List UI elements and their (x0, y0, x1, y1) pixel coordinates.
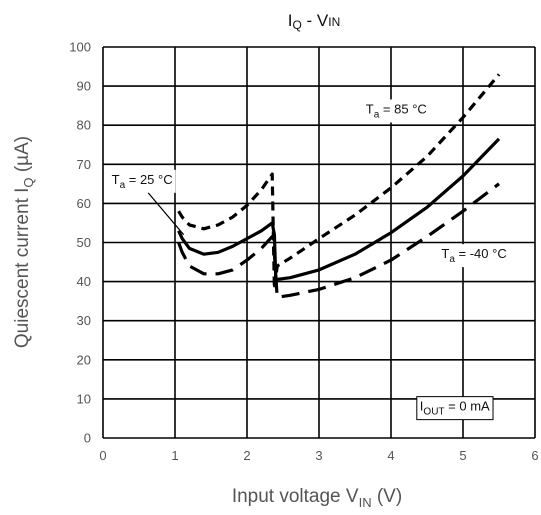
annotation-bg (438, 244, 510, 268)
y-axis-title: Quiescent current IQ (µA) (12, 136, 36, 348)
series-line-short-dash (177, 73, 501, 291)
y-tick-label: 50 (77, 235, 91, 250)
x-tick-label: 5 (459, 448, 466, 463)
x-axis-title: Input voltage VIN (V) (232, 486, 402, 510)
annotation-bg (108, 169, 176, 193)
annotation-box (416, 396, 494, 421)
y-tick-label: 60 (77, 196, 91, 211)
y-tick-label: 0 (84, 431, 91, 446)
y-tick-label: 30 (77, 313, 91, 328)
y-tick-label: 70 (77, 157, 91, 172)
annotation-label: IOUT = 0 mA (420, 399, 490, 418)
x-tick-label: 3 (315, 448, 322, 463)
y-tick-label: 10 (77, 391, 91, 406)
y-tick-label: 80 (77, 118, 91, 133)
x-tick-label: 4 (387, 448, 394, 463)
y-tick-label: 20 (77, 352, 91, 367)
y-tick-label: 90 (77, 79, 91, 94)
annotation-label: Ta = 25 °C (112, 172, 173, 191)
chart-title-sub: Q (292, 18, 301, 32)
annotation-bg (362, 99, 430, 123)
annotations: Ta = 85 °C Ta = 25 °C Ta = -40 °C IOUT = 0 … (108, 99, 510, 421)
x-tick-label: 2 (243, 448, 250, 463)
chart-title-sub2: IN (328, 15, 340, 29)
grid (102, 46, 536, 439)
x-tick-label: 1 (171, 448, 178, 463)
annotation-leader-line (147, 192, 185, 236)
annotation-label: Ta = -40 °C (441, 246, 506, 265)
series-line-long-dash (177, 182, 500, 299)
x-tick-label: 0 (99, 448, 106, 463)
y-tick-label: 40 (77, 274, 91, 289)
series-line-solid (177, 137, 501, 282)
chart-title: IQ - VIN (288, 11, 341, 32)
annotation-label: Ta = 85 °C (366, 101, 427, 120)
x-tick-label: 6 (531, 448, 538, 463)
series-lines (177, 73, 501, 299)
y-tick-label: 100 (69, 40, 91, 55)
